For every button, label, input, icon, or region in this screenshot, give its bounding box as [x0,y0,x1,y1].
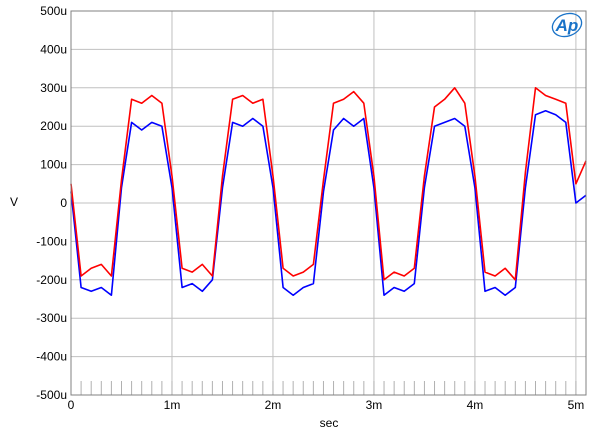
series-line-1 [70,87,587,281]
y-tick-label-6: -100u [36,234,67,248]
x-tick-label-1: 1m [164,398,181,412]
brand-logo-text: Ap [555,16,579,35]
y-tick-label-8: -300u [36,311,67,325]
y-tick-label-1: 400u [40,42,67,56]
x-tick-label-4: 4m [467,398,484,412]
brand-logo: Ap [551,12,583,38]
y-tick-label-10: -500u [36,388,67,402]
y-axis-label: V [10,195,18,209]
y-tick-label-3: 200u [40,119,67,133]
y-tick-label-4: 100u [40,158,67,172]
y-tick-label-9: -400u [36,350,67,364]
brand-logo-swoosh [551,12,583,38]
x-tick-labels: 0 1m 2m 3m 4m 5m [68,398,585,412]
x-tick-label-5: 5m [568,398,585,412]
y-tick-label-0: 500u [40,4,67,18]
x-tick-label-0: 0 [68,398,75,412]
y-tick-label-7: -200u [36,273,67,287]
plot-frame [70,10,587,396]
y-tick-labels: 500u 400u 300u 200u 100u 0 -100u -200u -300u -400… [36,4,67,402]
x-axis-label: sec [320,416,339,430]
series-layer [70,87,587,297]
y-tick-label-2: 300u [40,81,67,95]
minor-tick-marks [80,381,577,395]
y-tick-label-5: 0 [60,196,67,210]
x-tick-label-3: 3m [366,398,383,412]
series-line-0 [70,110,587,297]
x-tick-label-2: 2m [265,398,282,412]
